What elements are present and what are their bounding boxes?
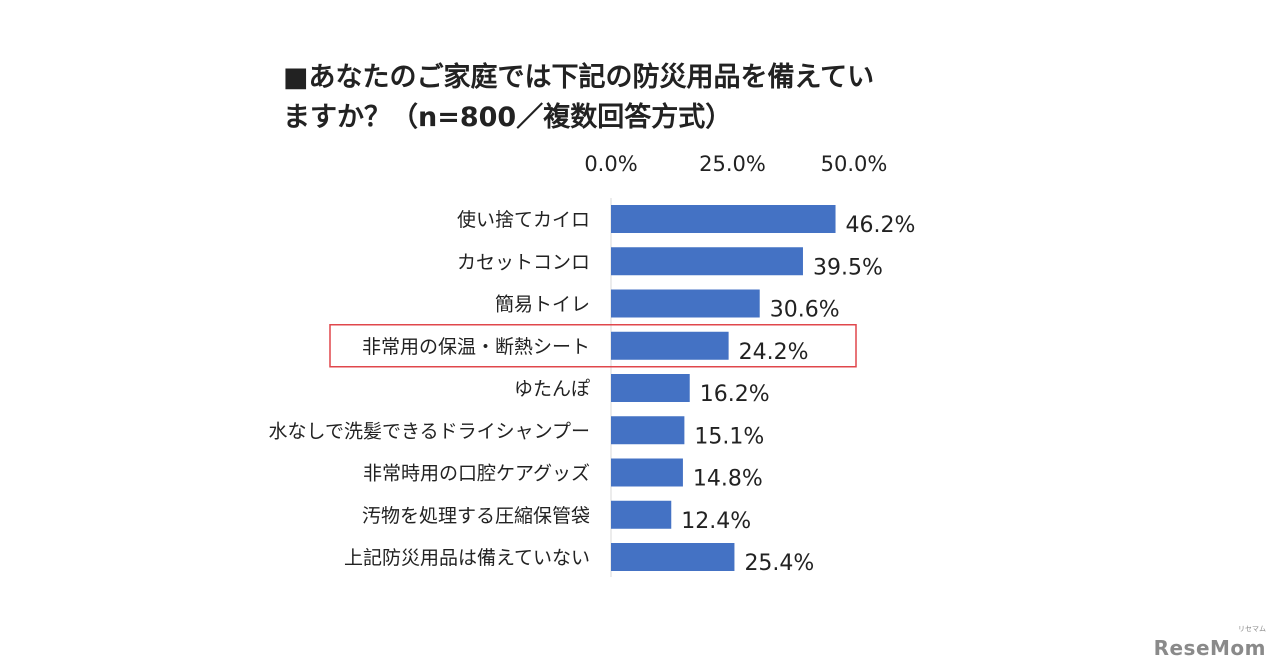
bar: [611, 500, 672, 529]
data-label: 25.4%: [744, 551, 814, 576]
bar: [611, 543, 735, 571]
bar: [611, 247, 803, 276]
data-label: 16.2%: [700, 382, 770, 407]
bar: [611, 416, 685, 445]
resemom-logo: ReseMom: [1153, 636, 1266, 660]
category-label: 汚物を処理する圧縮保管袋: [362, 505, 590, 527]
data-label: 30.6%: [770, 298, 840, 323]
category-label: 上記防災用品は備えていない: [344, 547, 590, 569]
category-label: カセットコンロ: [457, 251, 590, 273]
category-label: 非常用の保温・断熱シート: [362, 336, 590, 358]
bar: [611, 331, 729, 360]
data-label: 46.2%: [846, 213, 916, 238]
data-label: 39.5%: [813, 255, 883, 280]
tick-label: 0.0%: [584, 152, 637, 176]
tick-label: 50.0%: [821, 152, 888, 176]
category-label: 水なしで洗髪できるドライシャンプー: [269, 420, 590, 442]
data-label: 14.8%: [693, 467, 763, 492]
bar: [611, 205, 836, 233]
bar: [611, 458, 683, 487]
bar: [611, 289, 760, 318]
data-label: 15.1%: [694, 424, 764, 449]
category-label: ゆたんぽ: [514, 378, 590, 400]
chart-title-line-1: ■あなたのご家庭では下記の防災用品を備えてい: [283, 62, 875, 93]
category-label: 非常時用の口腔ケアグッズ: [363, 463, 590, 485]
data-label: 24.2%: [739, 340, 809, 365]
logo-subtext: リセマム: [1238, 625, 1266, 633]
chart-title: ■あなたのご家庭では下記の防災用品を備えてい ますか？（n=800／複数回答方式…: [283, 58, 963, 138]
bar: [611, 374, 690, 402]
data-label: 12.4%: [681, 509, 751, 534]
highlight-box: [329, 324, 857, 368]
category-label: 使い捨てカイロ: [457, 209, 590, 231]
category-label: 簡易トイレ: [495, 294, 590, 316]
tick-label: 25.0%: [699, 152, 766, 176]
chart-title-line-2: ますか？（n=800／複数回答方式）: [283, 102, 733, 133]
